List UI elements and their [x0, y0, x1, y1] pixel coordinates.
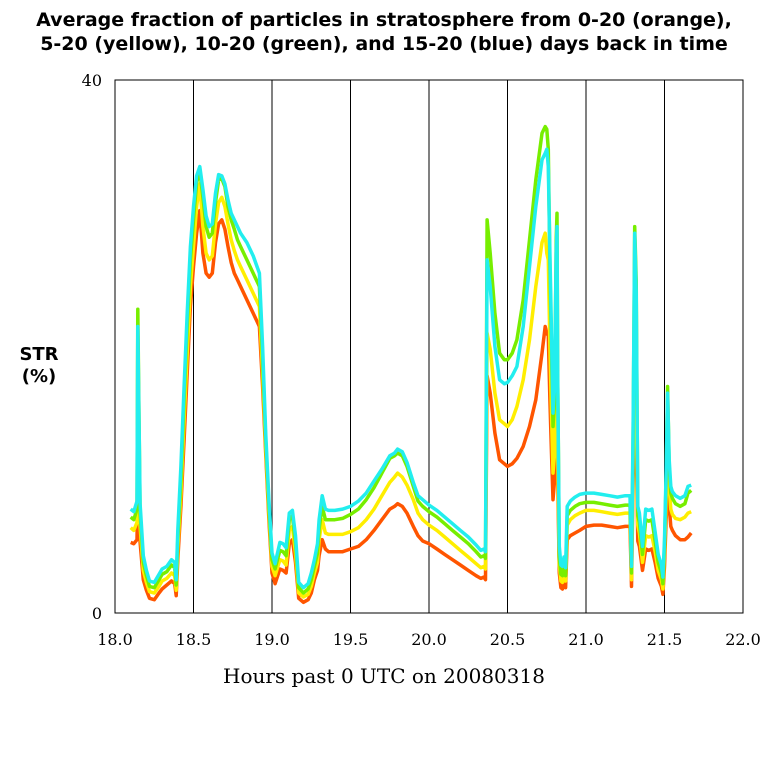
y-axis-label: STR (%)	[8, 344, 70, 388]
x-tick-label: 18.5	[176, 630, 212, 649]
y-tick-label: 40	[82, 71, 102, 90]
tick-labels: 18.0 18.5 19.0 19.5 20.0 20.5 21.0 21.5 22.0 0 40	[82, 71, 761, 649]
x-axis-label: Hours past 0 UTC on 20080318	[223, 664, 545, 688]
y-axis-label-line-2: (%)	[21, 366, 57, 387]
plot-area-frame	[114, 79, 744, 614]
x-tick-label: 19.5	[333, 630, 369, 649]
series-lines	[129, 124, 693, 605]
x-tick-label: 20.5	[490, 630, 526, 649]
chart-title: Average fraction of particles in stratos…	[0, 8, 768, 56]
x-tick-label: 21.5	[647, 630, 683, 649]
x-tick-label: 20.0	[411, 630, 447, 649]
series-line-1	[130, 208, 693, 605]
chart-title-line-1: Average fraction of particles in stratos…	[36, 9, 732, 31]
chart-title-line-2: 5-20 (yellow), 10-20 (green), and 15-20 …	[40, 33, 728, 55]
x-tick-label: 19.0	[254, 630, 290, 649]
series-line-4	[129, 147, 692, 590]
x-tick-label: 21.0	[568, 630, 604, 649]
series-line-2	[129, 182, 692, 599]
x-tick-label: 18.0	[97, 630, 133, 649]
y-axis-label-line-1: STR	[19, 344, 59, 365]
x-tick-label: 22.0	[725, 630, 761, 649]
y-tick-label: 0	[92, 604, 102, 623]
